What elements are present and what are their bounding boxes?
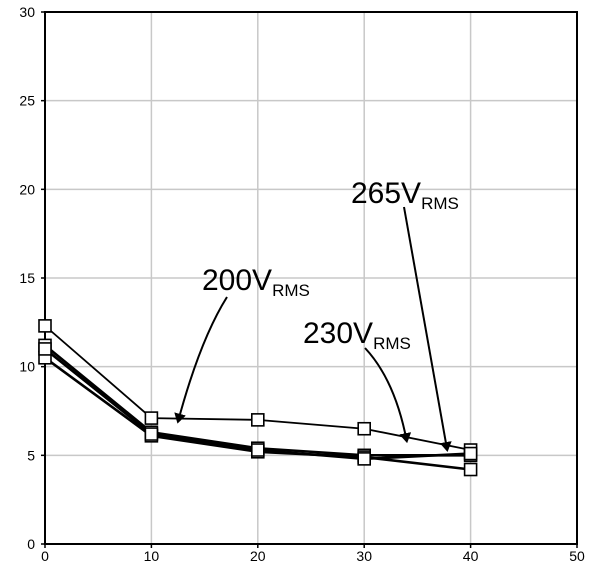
annotation-arrow: [364, 347, 412, 444]
x-tick-label: 30: [356, 548, 372, 564]
x-tick-label: 50: [569, 548, 585, 564]
annotation-main-text: 265V: [351, 177, 421, 210]
y-tick-label: 25: [19, 93, 35, 109]
y-tick-label: 5: [27, 447, 35, 463]
data-point-marker: [251, 413, 265, 427]
x-tick-labels: 0 10 20 30 40 50: [41, 544, 585, 564]
annotation-label: 230VRMS: [303, 317, 411, 353]
annotation-subscript-text: RMS: [373, 334, 411, 353]
data-point-marker: [463, 462, 478, 477]
y-tick-label: 10: [19, 359, 35, 375]
data-point-marker: [38, 319, 52, 333]
data-point-marker: [144, 411, 159, 425]
annotation-arrow: [403, 206, 452, 452]
annotation-subscript-text: RMS: [272, 281, 310, 300]
data-point-marker: [463, 446, 478, 461]
data-point-marker: [357, 452, 372, 466]
annotation-subscript-text: RMS: [421, 194, 459, 213]
y-tick-labels: 0 5 10 15 20 25 30: [19, 4, 45, 552]
x-tick-label: 0: [41, 548, 49, 564]
annotation-label: 265VRMS: [351, 177, 459, 213]
y-tick-label: 30: [19, 4, 35, 20]
grid-lines: [45, 12, 577, 544]
y-tick-label: 20: [19, 181, 35, 197]
data-point-marker: [357, 421, 372, 436]
x-tick-label: 10: [144, 548, 160, 564]
data-point-marker: [251, 443, 265, 457]
x-tick-label: 40: [463, 548, 479, 564]
annotation-main-text: 230V: [303, 317, 373, 350]
series-markers: [38, 319, 478, 477]
data-point-marker: [144, 427, 159, 441]
data-point-marker: [38, 342, 52, 356]
annotation-arrow: [174, 296, 228, 424]
annotation-main-text: 200V: [202, 264, 272, 297]
y-tick-label: 15: [19, 270, 35, 286]
y-tick-label: 0: [27, 536, 35, 552]
x-tick-label: 20: [250, 548, 266, 564]
annotation-label: 200VRMS: [202, 264, 310, 300]
